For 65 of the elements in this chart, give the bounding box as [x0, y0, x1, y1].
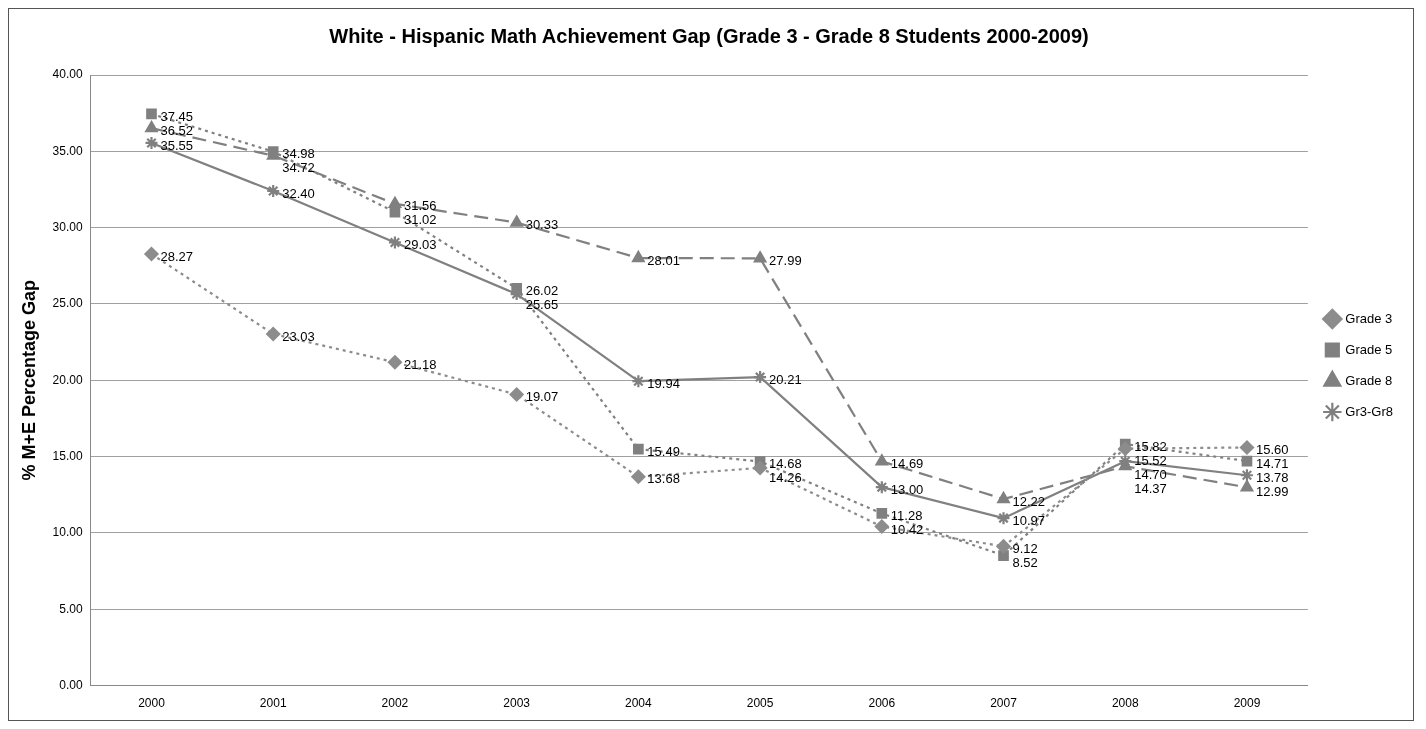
y-tick-label: 35.00 [52, 143, 83, 158]
data-label: 37.45 [160, 108, 194, 124]
data-label: 14.37 [1134, 480, 1167, 496]
y-axis-title: % M+E Percentage Gap [18, 280, 39, 481]
legend-label: Gr3-Gr8 [1345, 403, 1393, 419]
x-tick-label: 2008 [1111, 696, 1139, 711]
data-label: 8.52 [1012, 554, 1038, 570]
data-label: 34.72 [282, 160, 315, 176]
data-label: 14.70 [1134, 466, 1167, 482]
y-tick-label: 30.00 [52, 219, 83, 234]
y-tick-label: 25.00 [52, 296, 83, 311]
data-label: 30.33 [525, 217, 559, 233]
data-label: 19.94 [647, 375, 680, 391]
data-label: 29.03 [403, 237, 437, 253]
data-label: 12.22 [1012, 493, 1046, 509]
x-tick-label: 2004 [625, 696, 653, 711]
data-label: 14.71 [1255, 456, 1289, 472]
data-label: 13.00 [890, 481, 924, 497]
data-label: 32.40 [282, 185, 315, 201]
x-tick-label: 2000 [138, 696, 166, 711]
data-label: 27.99 [769, 252, 802, 268]
x-tick-label: 2001 [259, 696, 287, 711]
data-label: 14.68 [769, 456, 802, 472]
legend-label: Grade 3 [1345, 310, 1393, 326]
y-tick-label: 10.00 [52, 525, 83, 540]
data-label: 26.02 [525, 282, 559, 298]
data-label: 10.97 [1012, 512, 1046, 528]
data-label: 14.69 [890, 455, 924, 471]
data-label: 21.18 [403, 356, 437, 372]
data-label: 9.12 [1012, 540, 1038, 556]
data-label: 34.98 [282, 146, 315, 162]
y-tick-label: 0.00 [59, 677, 83, 692]
data-label: 31.02 [403, 212, 437, 228]
legend-label: Grade 5 [1345, 341, 1393, 357]
data-label: 35.55 [160, 137, 194, 153]
data-label: 11.28 [890, 507, 923, 523]
data-label: 10.42 [890, 521, 924, 537]
x-tick-label: 2006 [868, 696, 896, 711]
x-tick-label: 2003 [503, 696, 531, 711]
data-label: 13.68 [647, 471, 680, 487]
y-tick-label: 5.00 [59, 601, 83, 616]
data-label: 28.01 [647, 252, 680, 268]
x-tick-label: 2005 [746, 696, 774, 711]
data-label: 28.27 [160, 248, 194, 264]
data-label: 12.99 [1255, 484, 1289, 500]
data-label: 13.78 [1255, 470, 1289, 486]
legend-label: Grade 8 [1345, 372, 1393, 388]
y-tick-label: 15.00 [52, 448, 83, 463]
data-label: 15.60 [1255, 442, 1289, 458]
data-label: 15.82 [1134, 438, 1167, 454]
data-label: 14.26 [769, 470, 802, 486]
chart-title: White - Hispanic Math Achievement Gap (Grade 3 - Grade 8 Students 2000-2009) [329, 24, 1089, 47]
data-label: 31.56 [403, 198, 437, 214]
y-tick-label: 40.00 [52, 67, 83, 82]
x-tick-label: 2009 [1233, 696, 1261, 711]
x-tick-label: 2007 [990, 696, 1018, 711]
data-label: 19.07 [525, 389, 559, 405]
data-label: 15.49 [647, 443, 680, 459]
x-tick-label: 2002 [381, 696, 409, 711]
data-label: 15.52 [1134, 452, 1167, 468]
data-label: 25.65 [525, 296, 559, 312]
y-tick-label: 20.00 [52, 372, 83, 387]
data-label: 20.21 [769, 371, 802, 387]
data-label: 36.52 [160, 122, 194, 138]
data-label: 23.03 [282, 328, 315, 344]
